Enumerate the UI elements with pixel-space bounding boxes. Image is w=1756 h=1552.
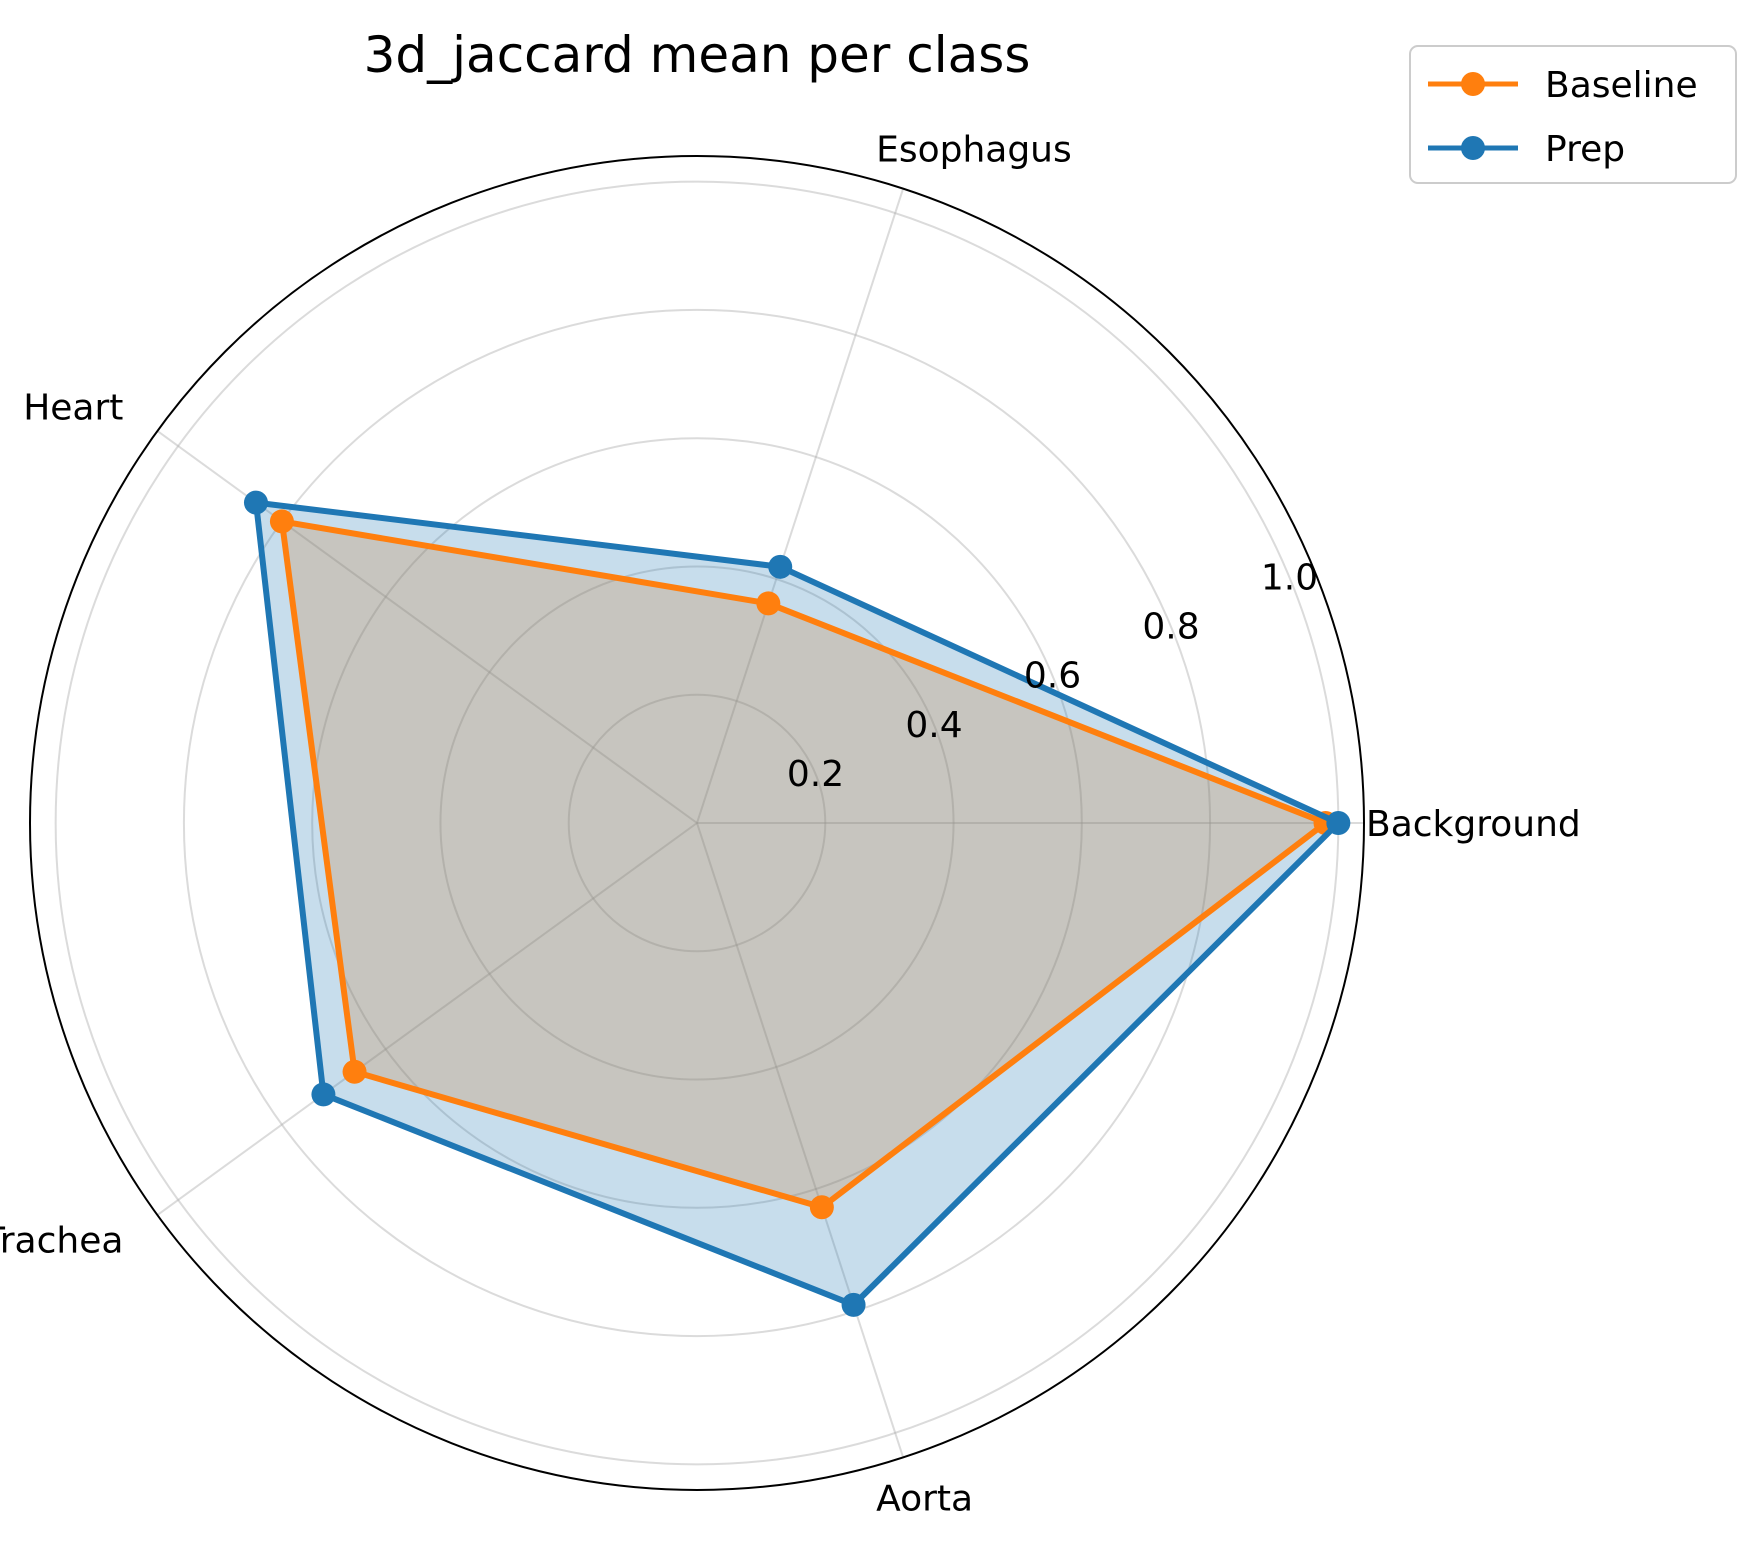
category-label-heart: Heart <box>23 387 123 428</box>
legend-marker-prep <box>1461 136 1485 160</box>
point-prep-esophagus <box>768 555 792 579</box>
chart-title: 3d_jaccard mean per class <box>364 26 1031 84</box>
point-baseline-heart <box>270 509 294 533</box>
category-label-background: Background <box>1366 804 1581 845</box>
point-prep-heart <box>244 491 268 515</box>
r-tick-label-2: 0.4 <box>905 705 962 746</box>
point-prep-trachea <box>311 1082 335 1106</box>
point-baseline-trachea <box>343 1060 367 1084</box>
r-tick-label-3: 0.6 <box>1024 656 1081 697</box>
category-label-trachea: Trachea <box>0 1221 123 1262</box>
legend: Baseline Prep <box>1410 46 1736 183</box>
legend-marker-baseline <box>1461 72 1485 96</box>
category-label-aorta: Aorta <box>876 1478 973 1519</box>
point-baseline-esophagus <box>756 591 780 615</box>
category-label-esophagus: Esophagus <box>876 130 1072 171</box>
r-tick-label-1: 0.2 <box>787 754 844 795</box>
r-tick-label-5: 1.0 <box>1261 558 1318 599</box>
r-tick-label-4: 0.8 <box>1142 607 1199 648</box>
point-prep-aorta <box>842 1293 866 1317</box>
point-baseline-aorta <box>810 1195 834 1219</box>
point-prep-background <box>1326 811 1350 835</box>
legend-label-prep: Prep <box>1545 129 1625 170</box>
legend-label-baseline: Baseline <box>1545 65 1698 106</box>
